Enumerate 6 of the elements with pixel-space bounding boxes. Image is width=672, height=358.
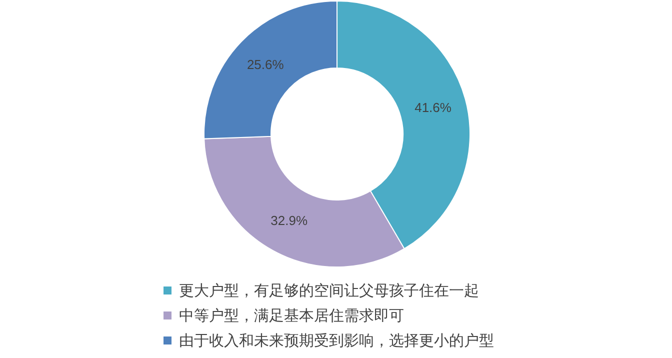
data-label: 41.6% xyxy=(414,100,452,115)
data-label: 25.6% xyxy=(246,56,284,72)
data-label: 32.9% xyxy=(270,213,308,228)
legend-label: 由于收入和未来预期受到影响，选择更小的户型 xyxy=(179,332,494,350)
legend-label: 中等户型，满足基本居住需求即可 xyxy=(179,308,404,324)
legend-label: 更大户型，有足够的空间让父母孩子住在一起 xyxy=(179,282,479,300)
